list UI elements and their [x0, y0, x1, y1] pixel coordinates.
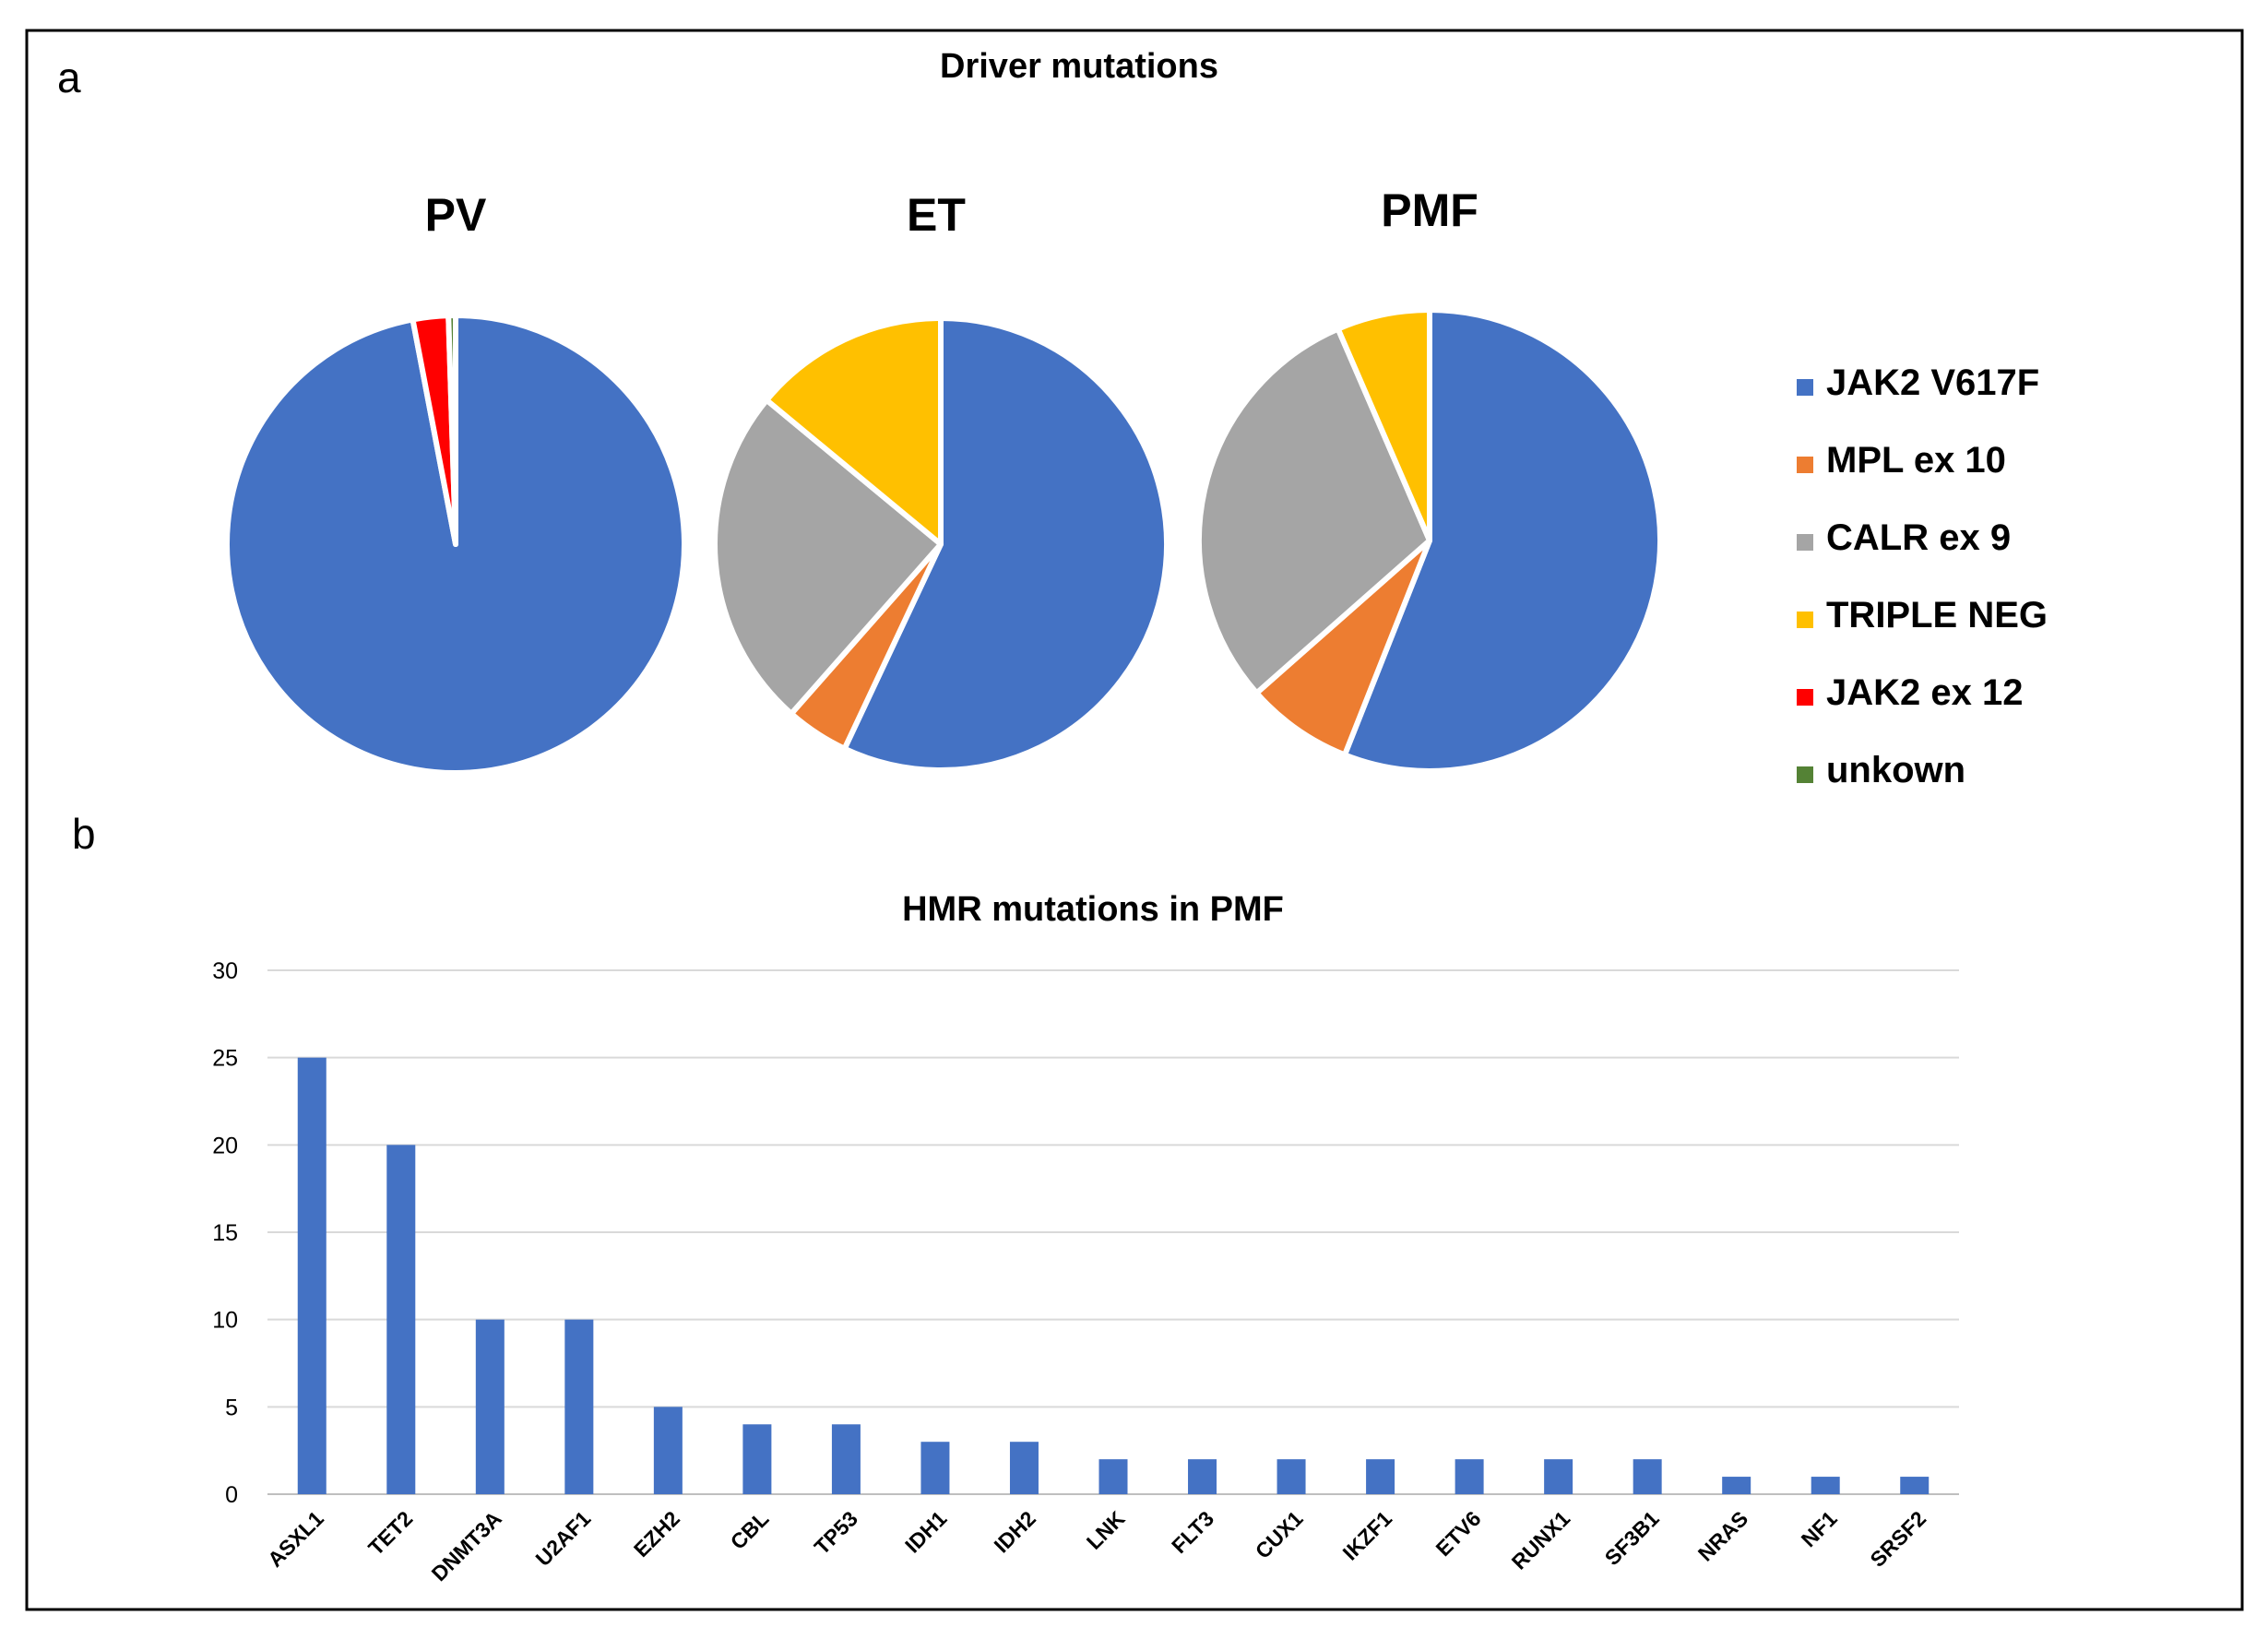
pie-pmf: PMF — [1196, 184, 1664, 774]
pie-slice-pmf-triple-neg — [1335, 307, 1432, 543]
bar-idh2 — [1009, 1442, 1039, 1494]
legend-label-mpl-ex-10: MPL ex 10 — [1826, 440, 2006, 481]
legend-swatch-mpl-ex-10 — [1797, 457, 1813, 473]
pie-charts: PV ET PMF — [224, 184, 1664, 776]
bar-tet2 — [386, 1145, 416, 1494]
bar-sf3b1 — [1633, 1459, 1662, 1494]
y-tick-label-10: 10 — [212, 1308, 238, 1334]
bar-cux1 — [1276, 1459, 1306, 1494]
bar-ikzf1 — [1366, 1459, 1395, 1494]
bar-asxl1 — [297, 1057, 327, 1494]
legend-label-calr-ex-9: CALR ex 9 — [1826, 517, 2011, 558]
pie-slice-et-jak2-v617f — [841, 315, 1170, 773]
y-tick-label-30: 30 — [212, 958, 238, 984]
legend-label-jak2-v617f: JAK2 V617F — [1826, 362, 2039, 403]
legend-swatch-unkown — [1797, 766, 1813, 783]
legend-label-jak2-ex-12: JAK2 ex 12 — [1826, 672, 2023, 713]
y-tick-label-20: 20 — [212, 1133, 238, 1158]
y-tick-label-0: 0 — [225, 1482, 238, 1508]
bar-ezh2 — [653, 1407, 683, 1494]
pie-title-et: ET — [907, 189, 966, 241]
legend: JAK2 V617F MPL ex 10 CALR ex 9 TRIPLE NEG JA… — [1797, 362, 2048, 790]
bar-nf1 — [1811, 1477, 1840, 1494]
legend-label-unkown: unkown — [1826, 750, 1965, 790]
y-tick-label-25: 25 — [212, 1046, 238, 1072]
bar-idh1 — [920, 1442, 950, 1494]
legend-swatch-jak2-v617f — [1797, 379, 1813, 396]
pie-title-pmf: PMF — [1381, 184, 1478, 236]
pie-slice-pv-unkown — [445, 312, 458, 547]
pie-et: ET — [711, 189, 1170, 773]
bar-flt3 — [1188, 1459, 1217, 1494]
y-tick-label-15: 15 — [212, 1220, 238, 1246]
bar-etv6 — [1455, 1459, 1484, 1494]
legend-swatch-calr-ex-9 — [1797, 534, 1813, 551]
pie-slice-et-triple-neg — [764, 315, 944, 547]
pie-slice-et-calr-ex-9 — [711, 397, 944, 717]
legend-label-triple-neg: TRIPLE NEG — [1826, 595, 2048, 635]
bar-u2af1 — [564, 1319, 594, 1494]
y-tick-label-5: 5 — [225, 1395, 238, 1420]
pie-chart-title: Driver mutations — [940, 47, 1218, 86]
bar-dnmt3a — [475, 1319, 505, 1494]
pie-title-pv: PV — [425, 189, 487, 241]
legend-swatch-jak2-ex-12 — [1797, 689, 1813, 706]
pie-slice-pmf-calr-ex-9 — [1196, 326, 1432, 696]
panel-label-a: a — [57, 53, 81, 101]
bar-nras — [1722, 1477, 1751, 1494]
pie-pv: PV — [224, 189, 687, 776]
bar-lnk — [1098, 1459, 1128, 1494]
legend-swatch-triple-neg — [1797, 612, 1813, 628]
bar-tp53 — [831, 1424, 861, 1494]
pie-slice-pmf-jak2-v617f — [1341, 307, 1664, 774]
bar-cbl — [742, 1424, 772, 1494]
bar-chart-title: HMR mutations in PMF — [902, 890, 1284, 929]
panel-label-b: b — [72, 810, 96, 858]
bar-srsf2 — [1900, 1477, 1930, 1494]
bar-runx1 — [1544, 1459, 1573, 1494]
figure-border — [25, 29, 2244, 1611]
